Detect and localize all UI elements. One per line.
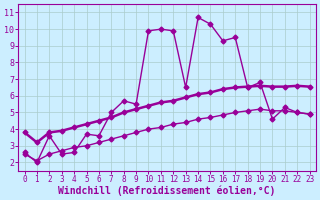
X-axis label: Windchill (Refroidissement éolien,°C): Windchill (Refroidissement éolien,°C) <box>58 185 276 196</box>
